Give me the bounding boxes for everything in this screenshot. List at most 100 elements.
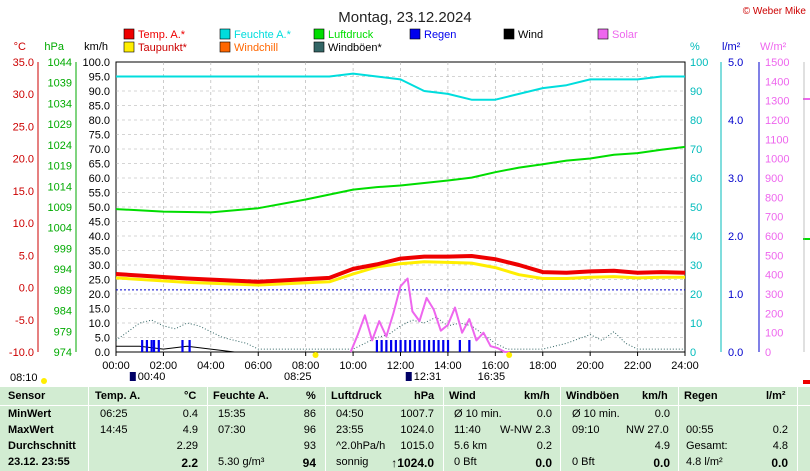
tick-label: 700 (765, 212, 783, 224)
stats-wind-t: 0 Bft (454, 456, 477, 468)
tick-label: 1034 (48, 98, 72, 110)
tick-label: 65.0 (89, 159, 110, 171)
tick-label: 60.0 (89, 173, 110, 185)
tick-label: 1.0 (728, 289, 743, 301)
tick-label: 1004 (48, 223, 72, 235)
stats-label: MaxWert (8, 424, 54, 436)
stats-gust-v: 0.0 (654, 408, 670, 420)
legend-label: Luftdruck (328, 29, 374, 41)
legend-swatch (219, 28, 231, 40)
stats-rain-v: 4.8 (772, 440, 788, 452)
moonset-label: 12:31 (414, 371, 442, 383)
tick-label: 400 (765, 270, 783, 282)
x-tick-label: 00:00 (102, 360, 130, 372)
legend-label: Wind (518, 29, 543, 41)
header-pressure-unit: hPa (414, 390, 435, 402)
rain-bar (188, 340, 191, 352)
header-rain: Regen (684, 390, 718, 402)
header-humidity-unit: % (306, 390, 316, 402)
header-pressure: Luftdruck (331, 390, 382, 402)
header-temp-unit: °C (184, 390, 197, 402)
tick-label: 85.0 (89, 101, 110, 113)
tick-label: 974 (54, 347, 72, 359)
tick-label: 80 (690, 115, 702, 127)
stats-gust-v: 4.9 (654, 440, 670, 452)
legend-swatch (409, 28, 421, 40)
rain-bar (380, 340, 383, 352)
x-tick-label: 04:00 (197, 360, 225, 372)
stats-hum-v: 93 (303, 440, 316, 452)
tick-label: 10 (690, 318, 702, 330)
rain-bar (141, 340, 144, 352)
stats-gust-t: 09:10 (572, 424, 600, 436)
series-pressure (115, 145, 686, 214)
tick-label: 15.0 (89, 304, 110, 316)
tick-label: 1009 (48, 202, 72, 214)
tick-label: 1300 (765, 96, 789, 108)
stats-press-t: sonnig (336, 456, 369, 468)
tick-label: 0.0 (728, 347, 743, 359)
temp-min-time-label: 08:10 (10, 372, 38, 384)
tick-label: 1500 (765, 57, 789, 69)
x-tick-label: 10:00 (339, 360, 367, 372)
rain-bar (150, 340, 153, 352)
stats-gust-v: 0.0 (653, 456, 670, 470)
tick-label: 1200 (765, 115, 789, 127)
legend-swatch (123, 41, 135, 53)
x-tick-label: 20:00 (576, 360, 604, 372)
rain-bar (181, 340, 184, 352)
tick-label: 300 (765, 289, 783, 301)
axis-unit: °C (14, 41, 26, 53)
tick-label: 70 (690, 144, 702, 156)
header-wind: Wind (449, 390, 476, 402)
tick-label: 40.0 (89, 231, 110, 243)
stats-rain-v: 0.2 (772, 424, 788, 436)
rain-bar (418, 340, 421, 352)
tick-label: 40 (690, 231, 702, 243)
series-windgust (115, 316, 685, 350)
stats-gust-t: 0 Bft (572, 456, 595, 468)
stats-table: Sensor Temp. A. °C Feuchte A. % Luftdruc… (0, 387, 810, 471)
stats-press-v: 1007.7 (400, 408, 434, 420)
stats-temp-t: 06:25 (100, 408, 128, 420)
stats-wind-t: 5.6 km (454, 440, 488, 452)
tick-label: 60 (690, 173, 702, 185)
tick-label: 1400 (765, 76, 789, 88)
tick-label: 50 (690, 202, 702, 214)
tick-label: 1014 (48, 181, 72, 193)
rain-bar (145, 340, 149, 352)
rain-bar (427, 340, 431, 352)
stats-press-t: 04:50 (336, 408, 364, 420)
stats-press-t: ^2.0hPa/h (336, 440, 386, 452)
tick-label: 5.0 (95, 333, 110, 345)
tick-label: 0 (765, 347, 771, 359)
tick-label: 500 (765, 250, 783, 262)
tick-label: 1024 (48, 140, 72, 152)
stats-wind-t: Ø 10 min. (454, 408, 502, 420)
tick-label: 100.0 (82, 57, 110, 69)
stats-wind-v: 0.0 (535, 456, 552, 470)
rain-bar (432, 340, 435, 352)
tick-label: 10.0 (13, 218, 34, 230)
tick-label: 30.0 (89, 260, 110, 272)
stats-temp-v: 2.29 (176, 440, 198, 452)
x-tick-label: 08:00 (292, 360, 320, 372)
stats-wind-v: 0.2 (536, 440, 552, 452)
tick-label: 1000 (765, 154, 789, 166)
stats-label: Durchschnitt (8, 440, 76, 452)
axis-unit: % (690, 41, 700, 53)
edge-strip (803, 98, 810, 100)
legend-swatch (313, 41, 325, 53)
marker-dot (41, 378, 47, 384)
edge-strip (803, 380, 810, 384)
tick-label: 994 (54, 264, 72, 276)
legend-label: Windchill (234, 42, 278, 54)
stats-rain-t: Gesamt: (686, 440, 728, 452)
rain-bar (446, 340, 450, 352)
weather-chart: Montag, 23.12.2024 © Weber Mike Temp. A.* F… (9, 6, 810, 384)
stats-wind-t: 11:40 (454, 424, 481, 436)
tick-label: 90 (690, 86, 702, 98)
sunrise-marker (312, 352, 319, 358)
tick-label: -5.0 (15, 315, 34, 327)
tick-label: 200 (765, 308, 783, 320)
